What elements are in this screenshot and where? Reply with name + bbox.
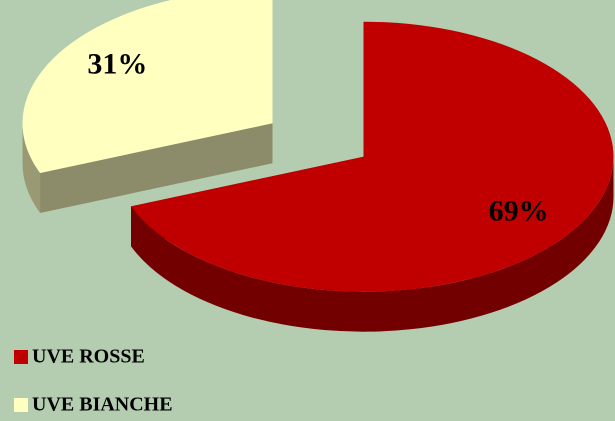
- slice-side: [131, 156, 614, 332]
- slice-side: [22, 123, 41, 214]
- legend-swatch: [14, 350, 28, 364]
- legend-label: UVE ROSSE: [32, 346, 145, 368]
- legend-swatch: [14, 398, 28, 412]
- data-label: 69%: [489, 194, 549, 227]
- slice: [131, 21, 614, 292]
- legend-label: UVE BIANCHE: [32, 394, 173, 416]
- data-label: 31%: [87, 47, 147, 80]
- slice-wall: [40, 123, 273, 214]
- slice: [22, 0, 273, 174]
